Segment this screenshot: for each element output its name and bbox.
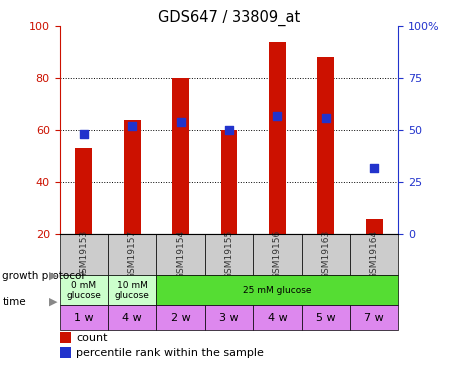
Text: GSM19164: GSM19164 [370, 230, 379, 279]
Text: GSM19155: GSM19155 [224, 230, 234, 279]
Bar [108, 234, 156, 275]
Bar [156, 275, 398, 305]
Bar [108, 275, 156, 305]
Text: GSM19154: GSM19154 [176, 230, 185, 279]
Bar [302, 234, 350, 275]
Bar [205, 234, 253, 275]
Bar [205, 305, 253, 330]
Text: 25 mM glucose: 25 mM glucose [243, 286, 311, 295]
Text: percentile rank within the sample: percentile rank within the sample [76, 348, 264, 358]
Bar [108, 305, 156, 330]
Text: 7 w: 7 w [365, 313, 384, 322]
Text: 10 mM
glucose: 10 mM glucose [114, 280, 150, 300]
Point [80, 131, 87, 137]
Bar [253, 305, 302, 330]
Text: 4 w: 4 w [267, 313, 287, 322]
Bar [60, 275, 108, 305]
Bar [269, 42, 286, 234]
Point [322, 115, 329, 121]
Bar [60, 332, 71, 344]
Bar [366, 219, 383, 234]
Bar [60, 347, 71, 358]
Bar [60, 234, 108, 275]
Text: count: count [76, 333, 108, 343]
Bar [350, 234, 398, 275]
Bar [60, 305, 108, 330]
Point [371, 165, 378, 171]
Point [129, 123, 136, 129]
Bar [317, 57, 334, 234]
Text: 5 w: 5 w [316, 313, 336, 322]
Bar [172, 78, 189, 234]
Text: GSM19157: GSM19157 [128, 230, 136, 279]
Point [274, 112, 281, 118]
Text: GSM19153: GSM19153 [79, 230, 88, 279]
Bar [253, 234, 302, 275]
Text: time: time [2, 297, 26, 307]
Bar [156, 234, 205, 275]
Title: GDS647 / 33809_at: GDS647 / 33809_at [158, 10, 300, 26]
Bar [220, 130, 237, 234]
Text: growth protocol: growth protocol [2, 271, 85, 280]
Bar [302, 305, 350, 330]
Point [177, 119, 184, 125]
Bar [156, 305, 205, 330]
Text: ▶: ▶ [49, 271, 58, 280]
Text: 4 w: 4 w [122, 313, 142, 322]
Text: GSM19156: GSM19156 [273, 230, 282, 279]
Text: 1 w: 1 w [74, 313, 93, 322]
Text: GSM19163: GSM19163 [322, 230, 330, 279]
Bar [124, 120, 141, 234]
Bar [75, 148, 92, 234]
Text: 2 w: 2 w [171, 313, 191, 322]
Text: ▶: ▶ [49, 297, 58, 307]
Text: 3 w: 3 w [219, 313, 239, 322]
Bar [350, 305, 398, 330]
Point [225, 127, 233, 133]
Text: 0 mM
glucose: 0 mM glucose [66, 280, 101, 300]
